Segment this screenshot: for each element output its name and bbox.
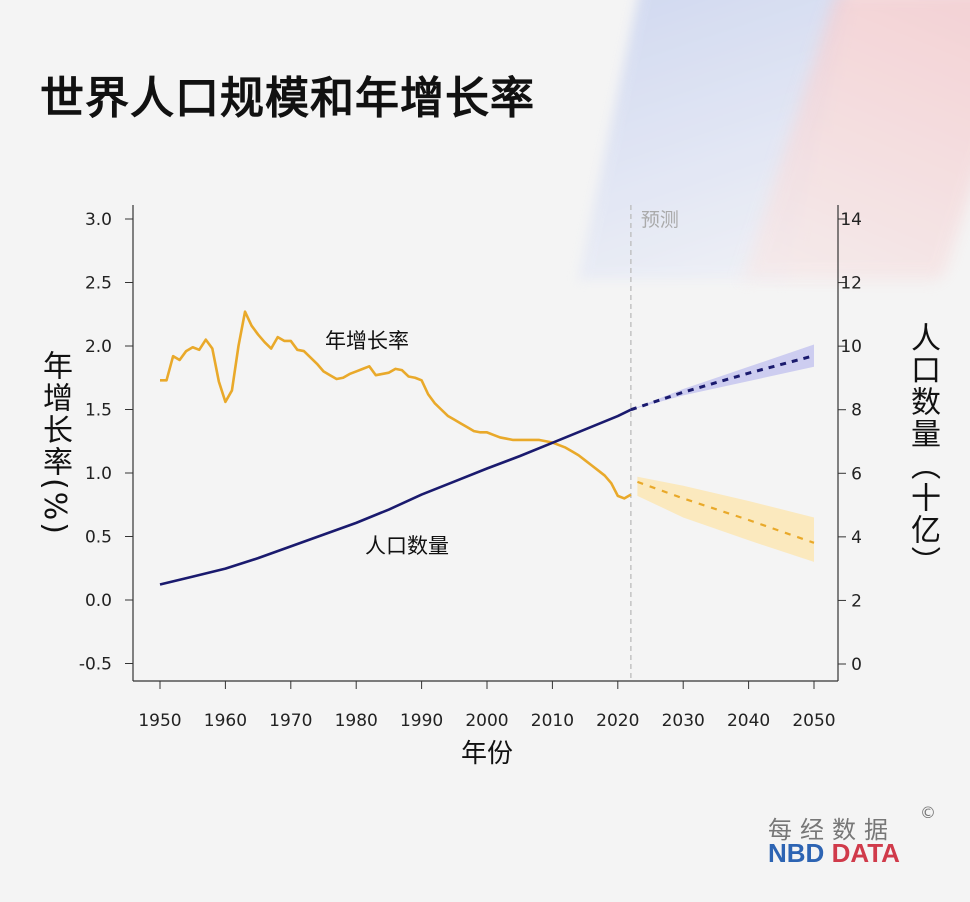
x-tick-label: 1990 [400,711,443,731]
y-right-tick-label: 6 [851,464,862,484]
x-tick-label: 2040 [727,711,770,731]
x-tick-label: 2050 [792,711,835,731]
y-right-axis-title: 人口数量（十亿） [905,322,940,578]
logo-cn: 每经数据 [768,816,896,844]
x-tick-label: 1960 [204,711,247,731]
y-left-tick-label: 2.0 [85,337,112,357]
y-left-tick-label: 0.5 [85,528,112,548]
y-right-tick-label: 8 [851,401,862,421]
x-tick-label: 2000 [465,711,508,731]
y-left-tick-label: 1.5 [85,401,112,421]
y-left-tick-label: -0.5 [79,655,112,675]
logo-data: DATA [831,838,900,868]
y-left-tick-label: 1.0 [85,464,112,484]
forecast-label: 预测 [641,209,679,231]
y-right-tick-label: 0 [851,655,862,675]
logo-copyright: © [920,803,936,822]
x-tick-label: 1980 [335,711,378,731]
page-title: 世界人口规模和年增长率 [40,73,535,124]
y-left-axis-title: 年增长率(%) [37,350,72,536]
y-right-tick-label: 4 [851,528,862,548]
logo-nbd: NBD [768,838,825,868]
y-left-tick-label: 2.5 [85,274,112,294]
population-label: 人口数量 [365,534,449,558]
y-left-tick-label: 0.0 [85,591,112,611]
growth-rate-forecast-line [637,480,815,544]
x-tick-label: 2020 [596,711,639,731]
logo-en: NBD DATA [768,838,900,869]
x-tick-label: 1950 [138,711,181,731]
y-right-tick-label: 10 [840,337,862,357]
population-forecast-line [630,354,815,412]
x-tick-label: 2010 [531,711,574,731]
y-left-tick-label: 3.0 [85,210,112,230]
x-tick-label: 1970 [269,711,312,731]
x-tick-label: 2030 [662,711,705,731]
growth-rate-forecast-band [637,476,814,562]
y-right-tick-label: 14 [840,210,862,230]
growth-rate-label: 年增长率 [325,329,409,353]
x-axis-title: 年份 [461,739,513,769]
y-right-tick-label: 12 [840,274,862,294]
population-line [159,408,632,586]
y-right-tick-label: 2 [851,591,862,611]
